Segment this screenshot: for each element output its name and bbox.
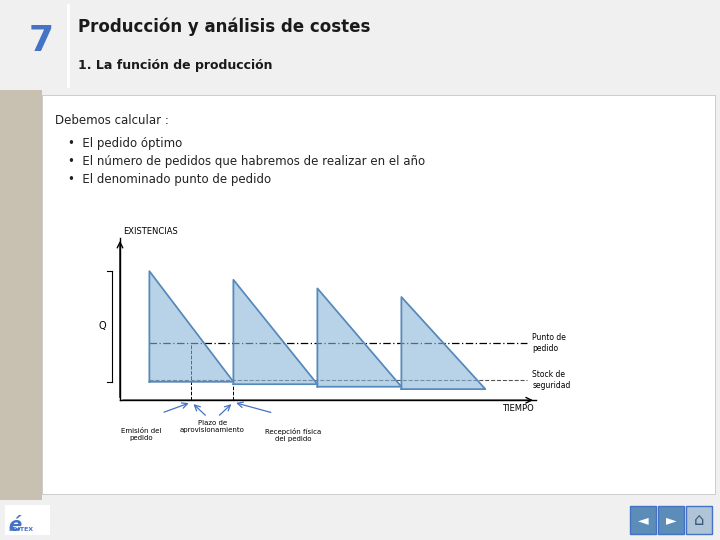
Polygon shape — [402, 297, 485, 389]
Bar — [630, 505, 656, 534]
Text: Debemos calcular :: Debemos calcular : — [55, 114, 169, 127]
Text: 1. La función de producción: 1. La función de producción — [78, 59, 272, 72]
Text: EXISTENCIAS: EXISTENCIAS — [123, 227, 178, 236]
Text: •  El número de pedidos que habremos de realizar en el año: • El número de pedidos que habremos de r… — [68, 155, 425, 168]
Polygon shape — [150, 271, 233, 382]
Bar — [5, 504, 50, 535]
Text: Punto de
pedido: Punto de pedido — [532, 333, 566, 353]
Text: Plazo de
aprovisionamiento: Plazo de aprovisionamiento — [180, 420, 245, 433]
Text: EDITEX: EDITEX — [8, 527, 33, 532]
Polygon shape — [318, 288, 402, 387]
Text: Producción y análisis de costes: Producción y análisis de costes — [78, 18, 370, 36]
Text: TIEMPO: TIEMPO — [502, 404, 534, 413]
Text: Q: Q — [98, 321, 106, 332]
Text: •  El pedido óptimo: • El pedido óptimo — [68, 137, 182, 150]
Text: ⌂: ⌂ — [694, 511, 704, 529]
Bar — [686, 505, 712, 534]
Text: 7: 7 — [29, 24, 53, 58]
Text: Recepción física
del pedido: Recepción física del pedido — [265, 428, 322, 442]
Bar — [0, 90, 42, 500]
Text: •  El denominado punto de pedido: • El denominado punto de pedido — [68, 173, 271, 186]
Bar — [658, 505, 684, 534]
Text: Emisión del
pedido: Emisión del pedido — [121, 428, 161, 441]
Text: Stock de
seguridad: Stock de seguridad — [532, 370, 571, 390]
Text: ►: ► — [666, 513, 676, 526]
Text: é: é — [8, 516, 22, 535]
Text: ◄: ◄ — [638, 513, 648, 526]
Polygon shape — [233, 280, 318, 384]
